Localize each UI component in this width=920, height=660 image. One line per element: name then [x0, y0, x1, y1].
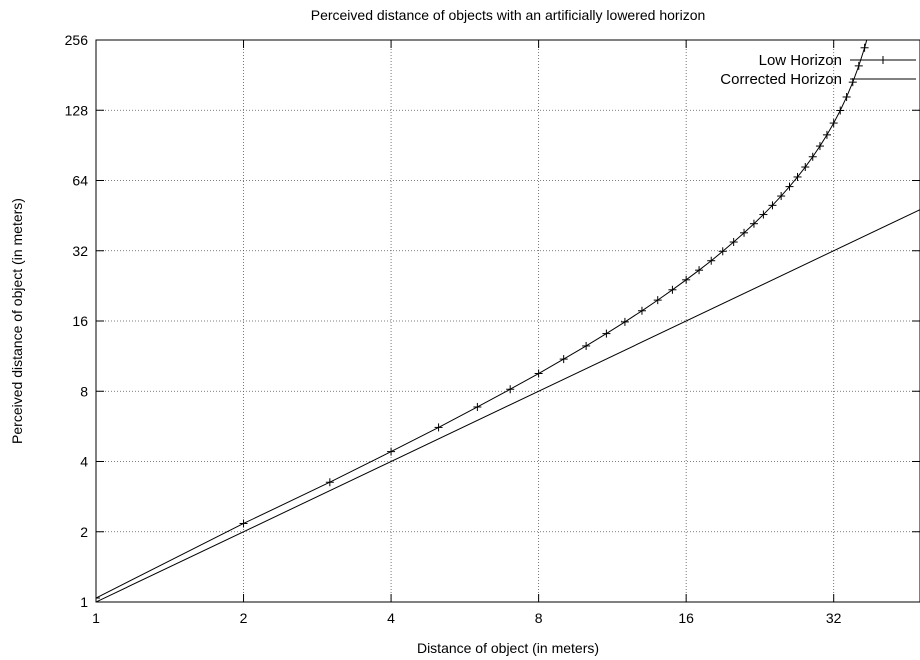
y-tick-label: 8: [80, 383, 88, 399]
y-tick-label: 32: [72, 243, 88, 259]
series-line-1: [96, 209, 920, 602]
legend-label-corrected-horizon: Corrected Horizon: [720, 71, 842, 88]
y-tick-label: 256: [65, 32, 89, 48]
x-tick-label: 4: [387, 610, 395, 626]
x-tick-label: 16: [678, 610, 694, 626]
x-tick-label: 2: [240, 610, 248, 626]
grid: [96, 39, 920, 602]
y-tick-label: 64: [72, 173, 88, 189]
y-tick-label: 128: [65, 102, 89, 118]
series-1: [96, 209, 920, 602]
x-tick-label: 8: [535, 610, 543, 626]
y-tick-label: 4: [80, 454, 88, 470]
y-tick-label: 16: [72, 313, 88, 329]
chart-title: Perceived distance of objects with an ar…: [311, 7, 706, 23]
y-tick-label: 2: [80, 524, 88, 540]
x-axis-label: Distance of object (in meters): [417, 640, 599, 656]
x-tick-label: 32: [826, 610, 842, 626]
axis-ticks: 1 2 4 8 16 32 1 2 4 8 16 32 64 128 256: [65, 32, 920, 626]
series-0: [96, 40, 869, 602]
series-layer: [96, 40, 920, 602]
legend-label-low-horizon: Low Horizon: [759, 52, 842, 69]
x-tick-label: 1: [92, 610, 100, 626]
series-line-0: [96, 40, 868, 599]
y-tick-label: 1: [80, 594, 88, 610]
y-axis-label: Perceived distance of object (in meters): [9, 198, 25, 444]
legend: Low Horizon Corrected Horizon: [720, 52, 916, 88]
